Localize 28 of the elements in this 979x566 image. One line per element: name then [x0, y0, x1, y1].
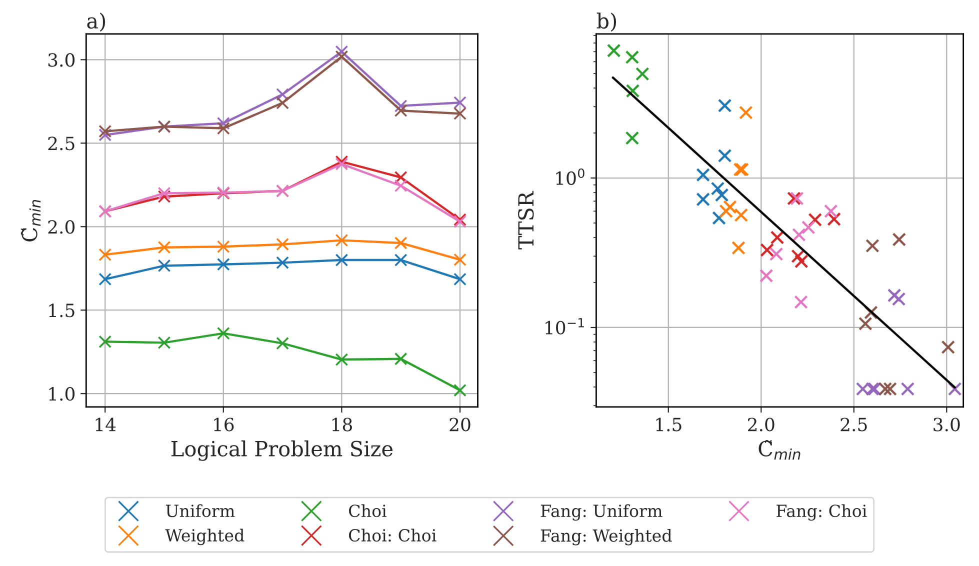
x-tick-label: 14: [96, 418, 116, 432]
legend-label: Fang: Weighted: [540, 528, 672, 546]
y-tick-label: 10$^{0}$: [556, 168, 584, 185]
x-tick-label: 18: [332, 418, 352, 432]
y-tick-label: 2.0: [48, 220, 75, 234]
y-axis-title: TTSR: [518, 190, 534, 250]
y-tick-label: 1.5: [49, 304, 74, 318]
legend-label: Fang: Uniform: [540, 504, 662, 521]
y-tick-label: 10$^{−1}$: [546, 318, 584, 334]
x-axis-title: Logical Problem Size: [171, 440, 393, 461]
x-tick-label: 20: [450, 418, 470, 432]
x-tick-label: 1.5: [656, 418, 682, 432]
chart-title: a): [87, 12, 106, 32]
y-tick-label: 3.0: [48, 53, 75, 67]
x-tick-label: 2.5: [840, 418, 867, 432]
x-tick-label: 2.0: [748, 418, 774, 432]
y-tick-label: 1.0: [49, 387, 75, 401]
chart-title: b): [596, 12, 616, 32]
legend-label: Choi: [349, 504, 387, 518]
y-axis-title: C̃$_{min}$: [20, 200, 40, 242]
legend-label: Weighted: [165, 528, 244, 546]
legend-label: Choi: Choi: [349, 528, 436, 542]
x-axis-title: C̃$_{min}$: [758, 440, 800, 460]
legend-label: Fang: Choi: [776, 504, 867, 521]
legend-label: Uniform: [166, 504, 235, 518]
y-tick-label: 2.5: [48, 136, 74, 150]
x-tick-label: 3.0: [934, 418, 960, 432]
x-tick-label: 16: [214, 418, 234, 432]
